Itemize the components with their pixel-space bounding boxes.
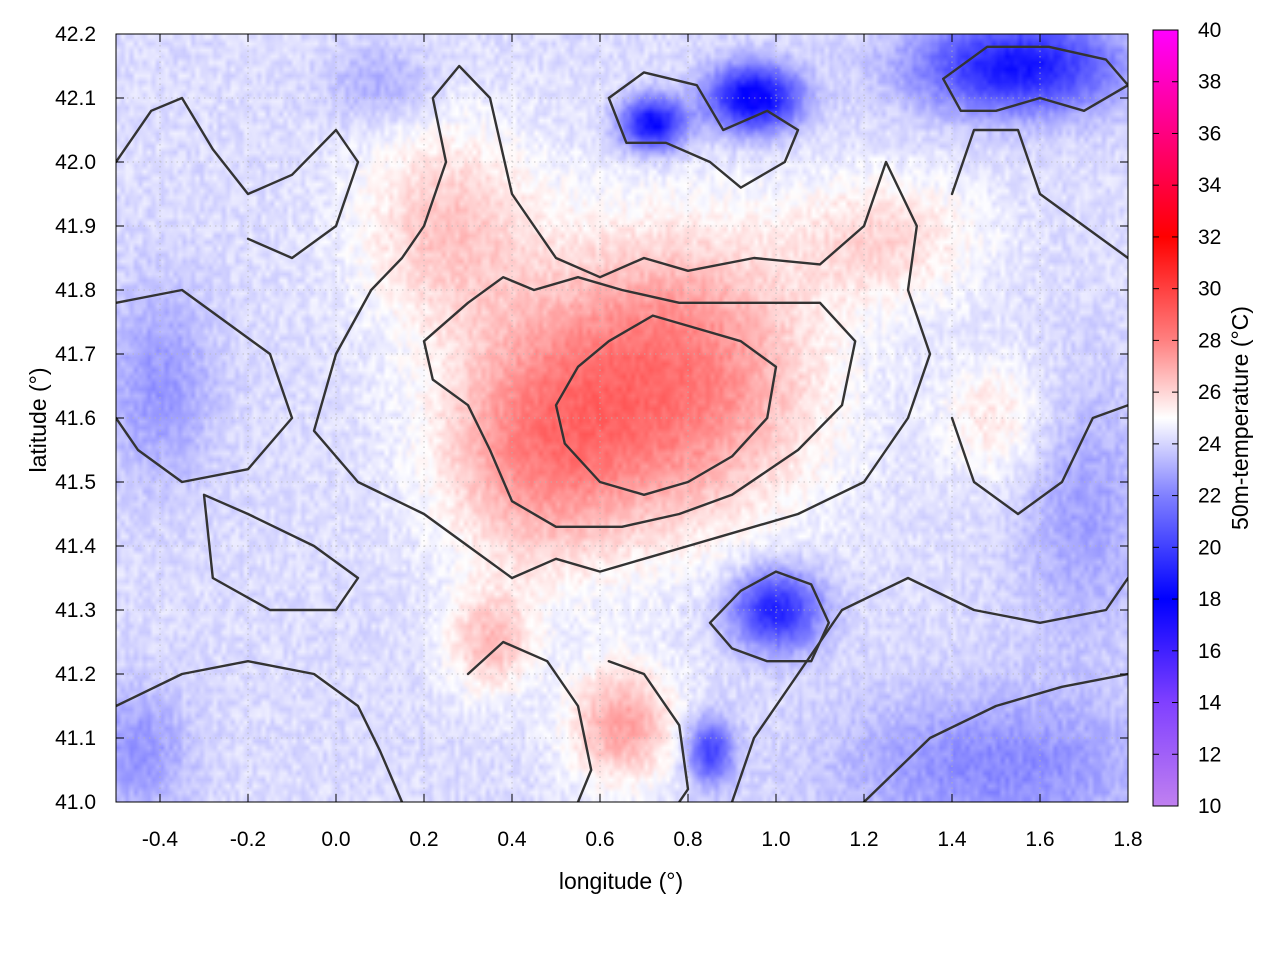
y-tick-label: 41.0 (55, 791, 96, 814)
contour-line-cold-n (607, 71, 800, 189)
x-tick-label: -0.2 (230, 828, 266, 851)
colorbar-tick-label: 14 (1198, 692, 1222, 715)
contour-line-south-east-2 (862, 672, 1128, 802)
contour-line-west (116, 288, 294, 484)
contour-line-cold-ne (942, 45, 1128, 112)
contour-line-south-center-2 (607, 660, 690, 802)
colorbar-tick-label: 12 (1198, 743, 1221, 766)
y-tick-label: 41.4 (55, 535, 96, 558)
y-tick-label: 41.1 (55, 727, 96, 750)
x-axis-ticks: -0.4 -0.2 0.0 0.2 0.4 0.6 0.8 1.0 1.2 1.4 1.6 1.8 (142, 34, 1143, 851)
x-tick-label: 1.4 (937, 828, 967, 851)
x-tick-label: 1.0 (761, 828, 790, 851)
colorbar-title: 50m-temperature (°C) (1227, 306, 1253, 530)
contour-line-south-center (466, 640, 593, 802)
contour-line-mid (422, 276, 857, 528)
colorbar-tick-label: 22 (1198, 485, 1221, 508)
y-tick-label: 42.2 (55, 23, 96, 46)
y-tick-label: 41.8 (55, 279, 96, 302)
colorbar-tick-label: 30 (1198, 278, 1221, 301)
contour-line-south-west (116, 660, 404, 802)
y-tick-label: 42.0 (55, 151, 96, 174)
y-tick-label: 41.6 (55, 407, 96, 430)
colorbar-tick-label: 16 (1198, 640, 1221, 663)
contour-line-outer (312, 64, 932, 580)
contour-line-south-east (730, 576, 1128, 802)
contour-line-east (950, 128, 1128, 260)
x-tick-label: 1.2 (849, 828, 878, 851)
y-axis-ticks: 41.0 41.1 41.2 41.3 41.4 41.5 41.6 41.7 41.8 41.9… (55, 23, 1128, 814)
y-tick-label: 41.2 (55, 663, 96, 686)
y-tick-label: 41.5 (55, 471, 96, 494)
colorbar-tick-label: 26 (1198, 381, 1221, 404)
colorbar-tick-label: 10 (1198, 795, 1221, 818)
colorbar-ticks: 10 12 14 16 18 20 22 24 26 28 30 32 34 36 38 40 (1153, 19, 1222, 818)
plot-area: -0.4 -0.2 0.0 0.2 0.4 0.6 0.8 1.0 1.2 1.4 1.6 1.8 4… (55, 23, 1142, 851)
grid-lines (116, 34, 1128, 802)
x-tick-label: 0.0 (321, 828, 350, 851)
colorbar-tick-label: 36 (1198, 122, 1221, 145)
x-tick-label: 1.8 (1113, 828, 1142, 851)
y-axis-title: latitude (°) (25, 367, 51, 472)
x-tick-label: 1.6 (1025, 828, 1054, 851)
y-tick-label: 41.7 (55, 343, 96, 366)
colorbar-gradient (1152, 29, 1179, 807)
colorbar-tick-label: 38 (1198, 71, 1221, 94)
colorbar-tick-label: 20 (1198, 536, 1221, 559)
colorbar-tick-label: 40 (1198, 19, 1221, 42)
contour-line-cold-se (708, 570, 830, 663)
colorbar-tick-label: 34 (1198, 174, 1222, 197)
y-tick-label: 41.9 (55, 215, 96, 238)
contour-lines (116, 45, 1128, 802)
colorbar: 10 12 14 16 18 20 22 24 26 28 30 32 34 36 38 40 50m-tem… (1152, 19, 1253, 818)
x-axis-title: longitude (°) (559, 868, 683, 894)
contour-line-east-2 (950, 404, 1128, 516)
contour-line-inner (554, 314, 778, 496)
x-tick-label: 0.2 (409, 828, 438, 851)
colorbar-tick-label: 28 (1198, 329, 1221, 352)
colorbar-tick-label: 18 (1198, 588, 1221, 611)
contour-line-west-2 (202, 493, 360, 612)
colorbar-tick-label: 24 (1198, 433, 1222, 456)
colorbar-tick-label: 32 (1198, 226, 1221, 249)
y-tick-label: 42.1 (55, 87, 96, 110)
x-tick-label: 0.4 (497, 828, 527, 851)
contour-line-north-west (116, 96, 360, 260)
x-tick-label: 0.6 (585, 828, 614, 851)
y-tick-label: 41.3 (55, 599, 96, 622)
x-tick-label: -0.4 (142, 828, 179, 851)
x-tick-label: 0.8 (673, 828, 702, 851)
